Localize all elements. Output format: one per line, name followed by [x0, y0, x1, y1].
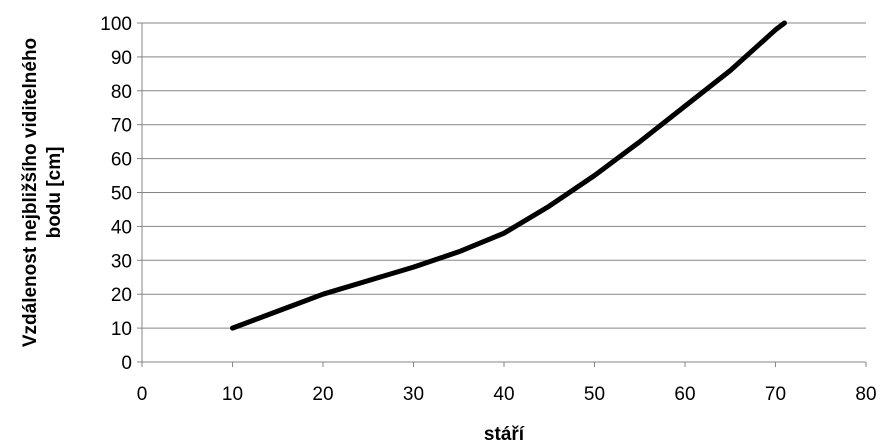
x-tick-label-10: 10	[222, 384, 243, 405]
y-axis-title-line-2: bodu [cm]	[44, 147, 65, 239]
y-tick-label-40: 40	[111, 217, 132, 238]
x-tick-labels: 0 10 20 30 40 50 60 70 80	[137, 384, 877, 405]
y-tick-label-20: 20	[111, 285, 132, 306]
y-axis-title: Vzdálenost nejbližšího viditelného bodu […	[20, 38, 65, 347]
x-tick-label-40: 40	[493, 384, 514, 405]
x-tick-label-70: 70	[765, 384, 786, 405]
series-line-0	[230, 20, 787, 331]
y-tick-label-70: 70	[111, 116, 132, 137]
y-tick-label-100: 100	[100, 14, 132, 35]
y-tick-label-50: 50	[111, 184, 132, 205]
x-tick-label-30: 30	[403, 384, 424, 405]
x-tick-label-20: 20	[312, 384, 333, 405]
y-axis-title-line-1: Vzdálenost nejbližšího viditelného	[20, 38, 41, 347]
gridlines	[142, 22, 866, 329]
axes	[137, 22, 867, 367]
y-tick-label-90: 90	[111, 48, 132, 69]
y-tick-labels: 0 10 20 30 40 50 60 70 80 90 100	[100, 14, 132, 374]
y-tick-label-60: 60	[111, 150, 132, 171]
x-tick-label-80: 80	[855, 384, 876, 405]
x-tick-label-0: 0	[137, 384, 148, 405]
y-tick-label-30: 30	[111, 251, 132, 272]
series-group	[230, 20, 787, 331]
y-tick-label-0: 0	[121, 353, 132, 374]
x-tick-label-60: 60	[674, 384, 695, 405]
y-tick-label-10: 10	[111, 319, 132, 340]
x-axis-title: stáří	[484, 424, 525, 445]
y-tick-label-80: 80	[111, 82, 132, 103]
x-tick-label-50: 50	[584, 384, 605, 405]
